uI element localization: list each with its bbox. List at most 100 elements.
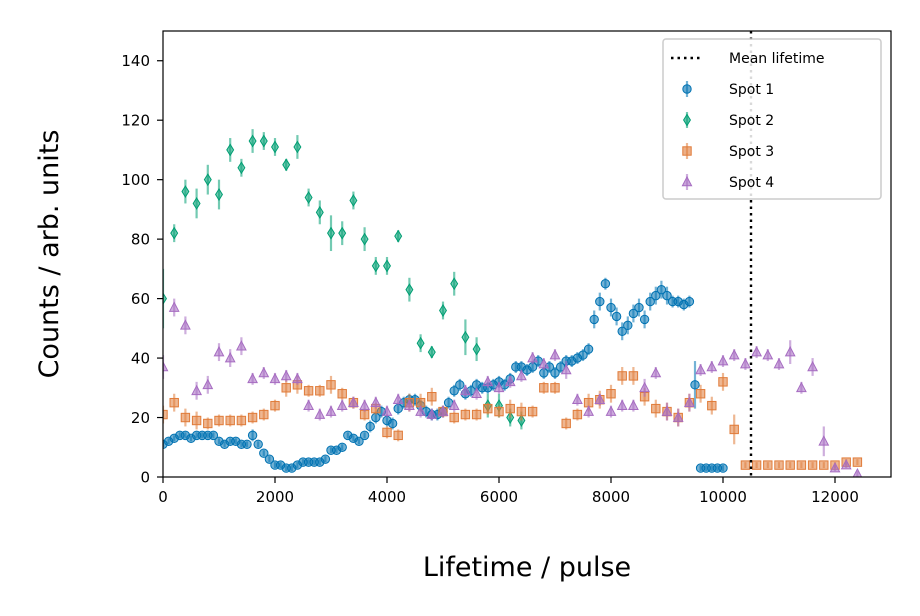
legend-entry-spot-2: Spot 2 [683,112,774,129]
y-tick-label: 80 [131,231,150,249]
data-point [740,460,751,470]
y-tick-label: 100 [121,171,150,189]
data-point [600,279,611,289]
data-point [471,387,483,399]
data-point [628,308,639,319]
data-point [594,393,606,404]
legend-label-spot-4: Spot 4 [729,175,774,191]
data-point [336,399,348,410]
data-point [208,430,219,441]
data-point [515,369,527,381]
data-point [293,140,302,154]
data-point [242,439,252,449]
data-point [437,405,449,416]
x-tick-label: 4000 [368,488,406,506]
data-point [271,140,279,154]
data-point [163,292,167,306]
data-point [349,194,358,207]
y-tick-label: 40 [131,350,150,368]
data-point [728,349,740,360]
data-point [347,396,359,407]
data-point [393,430,403,441]
data-point [717,354,729,366]
data-point [237,161,246,175]
data-point [235,340,247,351]
data-point [259,134,268,148]
data-point [606,302,616,313]
data-point [381,405,393,416]
legend-label-spot-3: Spot 3 [729,144,774,160]
data-point [415,405,427,416]
data-point [394,229,403,243]
data-point [337,442,347,452]
data-point [426,408,438,419]
data-point [818,435,830,446]
data-point [247,412,258,423]
y-tick-label: 20 [131,409,150,427]
data-point [455,380,465,390]
data-point [695,363,707,375]
plot-frame [162,30,892,478]
data-point [504,375,516,387]
data-point [365,421,375,432]
axis-ticks: 0 2000 4000 6000 8000 10000 12000 0 20 40 60 80 100 1… [121,52,859,506]
y-tick-label: 140 [121,52,150,70]
y-tick-label: 0 [140,469,150,487]
data-point [181,185,190,199]
data-point [483,403,493,414]
legend-entry-spot-3: Spot 3 [682,143,774,160]
legend-entry-spot-1: Spot 1 [682,81,774,98]
data-point [795,381,807,393]
data-point [645,296,655,307]
data-point [449,386,459,396]
data-point [202,378,214,390]
data-point [448,399,460,410]
data-point [403,399,415,410]
data-point [572,409,583,420]
data-point [459,384,471,396]
data-point [763,460,773,470]
data-point [695,389,706,399]
data-point [762,349,774,360]
legend-marker-spot-4 [681,175,693,187]
data-point [225,415,235,426]
data-point [784,346,796,357]
data-point [259,448,269,458]
data-point [224,351,236,363]
data-point [718,463,728,473]
y-tick-label: 120 [121,112,150,130]
data-point [739,357,751,369]
data-point [550,383,560,393]
data-point [539,383,549,393]
data-point [203,418,213,429]
data-point [326,380,336,390]
data-point [450,277,459,291]
data-point [359,399,371,410]
data-point [439,304,447,317]
x-tick-label: 12000 [811,488,859,506]
data-point [651,290,661,301]
data-point [527,406,538,417]
data-point [282,158,291,172]
data-point [337,389,347,399]
data-point [213,346,225,357]
legend-entry-mean-lifetime: Mean lifetime [671,51,825,67]
data-point [383,259,391,273]
data-point [416,336,425,350]
data-point [327,226,335,240]
data-point [589,314,599,325]
data-point [203,173,212,187]
data-point [560,363,572,375]
data-point [595,296,605,307]
legend-marker-spot-1 [682,84,692,94]
data-point [191,384,203,396]
data-point [751,346,763,357]
data-point [314,408,326,419]
x-axis-label: Lifetime / pulse [423,552,631,583]
legend-frame [662,38,882,200]
data-point [662,290,672,301]
data-point [785,460,795,470]
data-point [494,406,504,417]
x-tick-label: 6000 [480,488,518,506]
data-point [639,381,651,393]
